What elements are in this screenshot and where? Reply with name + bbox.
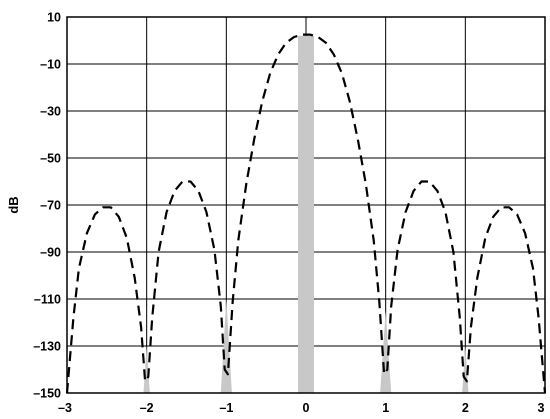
- x-tick-label: 0: [303, 401, 310, 415]
- shaded-spike: [143, 346, 150, 393]
- x-tick-label: 3: [538, 401, 545, 415]
- y-tick-label: –70: [40, 199, 61, 213]
- y-tick-labels: 10 –10 –30 –50 –70 –90 –110 –130 –150: [33, 11, 61, 401]
- y-tick-label: –10: [40, 58, 61, 72]
- y-tick-label: –90: [40, 246, 61, 260]
- shaded-regions: [143, 35, 469, 394]
- shaded-bar: [298, 35, 314, 394]
- x-tick-label: –2: [140, 401, 154, 415]
- y-tick-label: –50: [40, 152, 61, 166]
- x-tick-label: 1: [382, 401, 389, 415]
- series-layer: [65, 33, 547, 394]
- y-tick-label: 10: [47, 11, 61, 25]
- x-tick-label: –1: [219, 401, 233, 415]
- shaded-spike: [380, 310, 392, 393]
- y-tick-label: –110: [34, 293, 61, 307]
- plot-frame: [66, 16, 546, 394]
- y-tick-label: –150: [33, 387, 61, 401]
- x-tick-label: 2: [462, 401, 469, 415]
- y-axis-label: dB: [6, 196, 21, 213]
- y-tick-label: –30: [40, 105, 61, 119]
- y-tick-label: –130: [33, 340, 61, 354]
- shaded-spike: [220, 299, 232, 393]
- series-line: [65, 33, 547, 394]
- x-tick-labels: –3 –2 –1 0 1 2 3: [58, 401, 544, 415]
- x-tick-label: –3: [58, 401, 72, 415]
